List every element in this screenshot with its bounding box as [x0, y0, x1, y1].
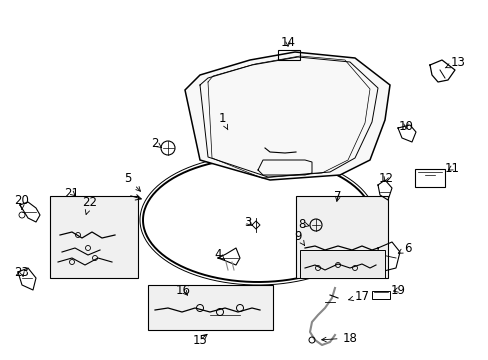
FancyBboxPatch shape: [148, 285, 272, 330]
Text: 15: 15: [192, 333, 207, 346]
Text: 10: 10: [398, 120, 412, 132]
FancyBboxPatch shape: [295, 196, 387, 278]
Text: 7: 7: [334, 189, 341, 202]
Text: 20: 20: [15, 194, 29, 210]
Text: 13: 13: [445, 55, 465, 68]
Text: 1: 1: [218, 112, 227, 130]
Text: 23: 23: [15, 266, 29, 279]
Text: 16: 16: [175, 284, 190, 297]
Text: 18: 18: [321, 332, 357, 345]
Text: 4: 4: [214, 248, 224, 261]
Text: 12: 12: [378, 171, 393, 185]
Text: 6: 6: [397, 242, 411, 255]
Text: 14: 14: [280, 36, 295, 49]
Text: 19: 19: [390, 284, 405, 297]
Text: 3: 3: [244, 216, 251, 229]
Bar: [278, 50, 299, 60]
Bar: [414, 169, 444, 187]
Text: 8: 8: [298, 217, 308, 230]
Text: 11: 11: [444, 162, 459, 175]
FancyBboxPatch shape: [50, 196, 138, 278]
Text: 2: 2: [151, 136, 161, 149]
Text: 17: 17: [348, 289, 369, 302]
Text: 9: 9: [294, 230, 304, 246]
Bar: [371, 291, 389, 299]
Polygon shape: [184, 52, 389, 180]
Text: 5: 5: [124, 171, 140, 191]
Text: 22: 22: [82, 195, 97, 215]
Text: 21: 21: [64, 186, 80, 199]
FancyBboxPatch shape: [299, 250, 384, 278]
